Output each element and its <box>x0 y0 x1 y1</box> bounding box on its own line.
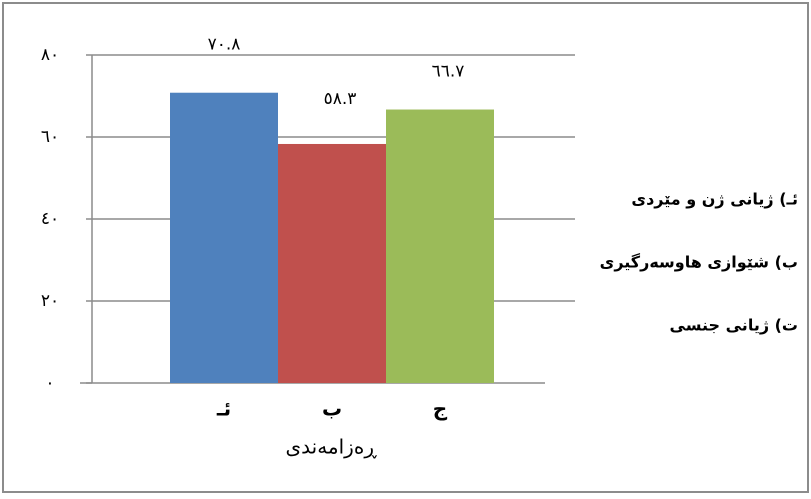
x-tick-label: ب <box>322 397 342 421</box>
bar <box>278 143 386 383</box>
y-tick-label: ٤٠ <box>41 209 59 229</box>
x-tick-label: ج <box>433 397 448 421</box>
value-label: ٦٦.٧ <box>432 62 465 82</box>
bar <box>170 92 278 383</box>
y-tick-label: ٠ <box>45 373 54 393</box>
y-tick-label: ٨٠ <box>41 45 59 65</box>
x-tick-label: ئـ <box>216 397 231 421</box>
annotation: ب) شێوازی هاوسەرگیری <box>600 253 798 272</box>
x-axis-label: ڕەزامەندی <box>285 435 377 459</box>
bar <box>386 109 494 383</box>
y-tick-label: ٦٠ <box>41 127 59 147</box>
y-tick-label: ٢٠ <box>41 291 59 311</box>
annotation: ئـ) ژیانی ژن و مێردی <box>631 190 798 209</box>
value-label: ٥٨.٣ <box>324 89 357 109</box>
annotation: ت) ژیانی جنسی <box>670 316 798 335</box>
value-label: ٧٠.٨ <box>208 35 241 55</box>
